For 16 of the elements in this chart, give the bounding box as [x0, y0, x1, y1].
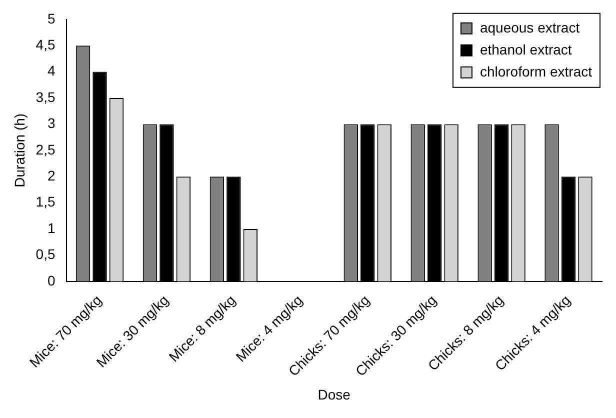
y-tick-label: 1	[47, 220, 56, 236]
legend-label: ethanol extract	[480, 41, 572, 58]
y-tick-label: 2	[47, 167, 56, 184]
y-tick-label: 1,5	[36, 194, 56, 210]
y-tick-label: 0,5	[36, 246, 56, 262]
y-tick-label: 0	[47, 272, 56, 288]
y-axis-title: Duration (h)	[11, 113, 28, 188]
x-axis-title: Dose	[318, 386, 351, 402]
legend-label: aqueous extract	[480, 19, 580, 36]
y-tick-label: 2,5	[36, 141, 56, 158]
y-tick-label: 4,5	[36, 36, 56, 52]
y-tick-label: 5	[47, 10, 56, 26]
y-tick-label: 4	[47, 62, 56, 79]
y-tick-label: 3,5	[36, 88, 56, 105]
y-tick-label: 3	[47, 115, 56, 132]
legend-label: chloroform extract	[480, 63, 592, 80]
